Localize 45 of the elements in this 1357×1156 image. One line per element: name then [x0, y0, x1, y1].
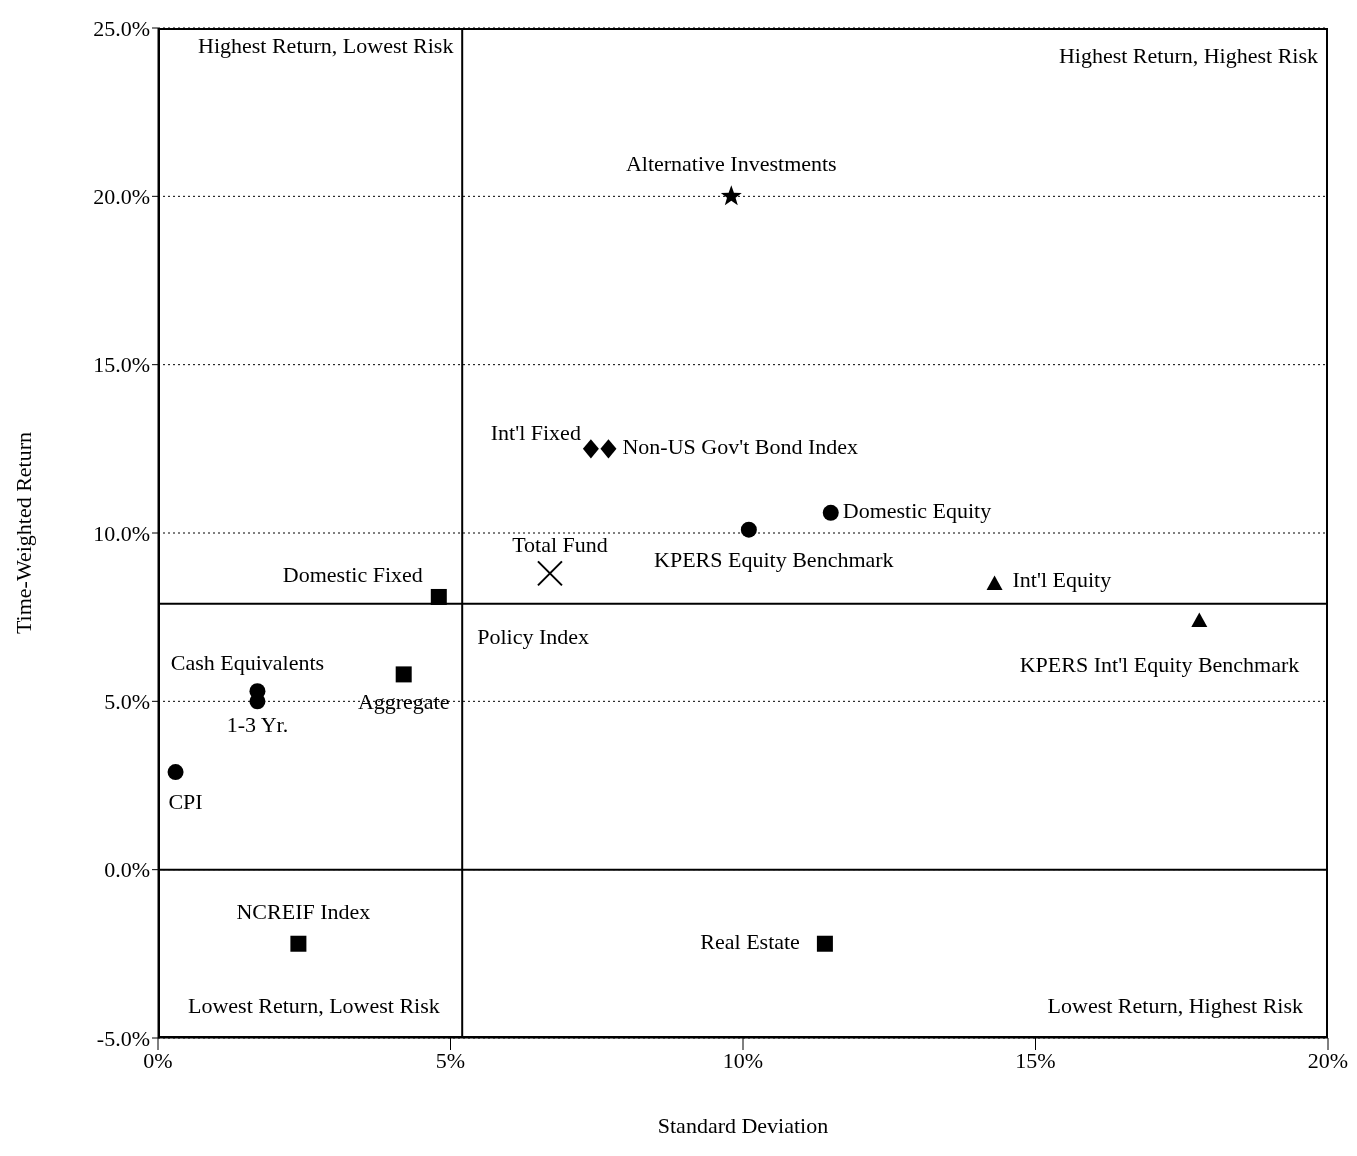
y-tick-label: 5.0% — [104, 689, 150, 715]
point — [395, 666, 412, 683]
point — [816, 935, 833, 952]
point — [167, 764, 184, 781]
y-tick-label: 0.0% — [104, 857, 150, 883]
y-axis-title: Time-Weighted Return — [10, 431, 36, 635]
series-label: Total Fund — [512, 532, 608, 558]
point — [1191, 612, 1208, 627]
x-axis-title: Standard Deviation — [657, 1113, 829, 1138]
series-label: Non-US Gov't Bond Index — [622, 433, 859, 459]
point — [720, 185, 742, 206]
point — [536, 560, 563, 587]
x-tick-label: 20% — [1307, 1047, 1349, 1073]
x-tick-label: 10% — [722, 1047, 764, 1073]
point — [822, 504, 839, 521]
ref-line-label: Policy Index — [477, 623, 590, 649]
series-label: Int'l Equity — [1012, 566, 1112, 592]
series-label: NCREIF Index — [236, 898, 371, 924]
series-label: CPI — [168, 789, 203, 815]
y-tick-label: 20.0% — [93, 184, 150, 210]
series-label: 1-3 Yr. — [226, 712, 289, 738]
series-label: Cash Equivalents — [170, 650, 325, 676]
annotation: Lowest Return, Highest Risk — [1047, 993, 1303, 1019]
y-tick-label: 10.0% — [93, 520, 150, 546]
point — [430, 588, 447, 605]
point — [290, 935, 307, 952]
series-label: Domestic Fixed — [282, 562, 423, 588]
series-label: KPERS Equity Benchmark — [654, 546, 894, 572]
point — [986, 575, 1003, 590]
point — [600, 439, 617, 459]
y-tick-label: 25.0% — [93, 15, 150, 41]
point — [582, 439, 599, 459]
annotation: Lowest Return, Lowest Risk — [188, 993, 440, 1019]
series-label: Real Estate — [700, 928, 800, 954]
series-label: Alternative Investments — [625, 151, 837, 177]
point — [740, 521, 757, 538]
annotation: Highest Return, Lowest Risk — [198, 33, 454, 59]
y-tick-label: 15.0% — [93, 352, 150, 378]
series-label: Aggregate — [357, 689, 450, 715]
text: KPERS Int'l Equity Benchmark — [1019, 651, 1300, 677]
x-tick-label: 15% — [1015, 1047, 1056, 1073]
x-tick-label: 5% — [435, 1047, 466, 1073]
series-label: Domestic Equity — [842, 497, 992, 523]
series-label: Int'l Fixed — [490, 419, 581, 445]
annotation: Highest Return, Highest Risk — [1058, 43, 1318, 69]
